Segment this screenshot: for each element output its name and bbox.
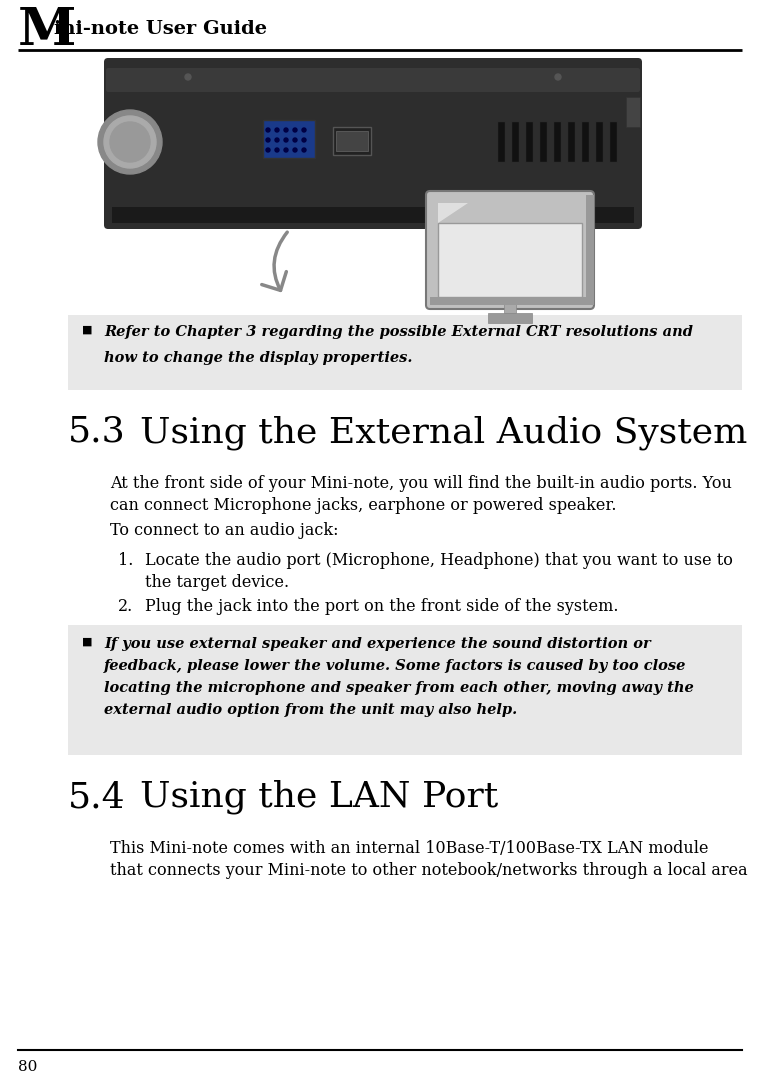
Bar (512, 122, 519, 162)
Text: Using the External Audio System: Using the External Audio System (140, 415, 747, 450)
Bar (540, 122, 547, 162)
Bar (498, 122, 505, 162)
Text: how to change the display properties.: how to change the display properties. (104, 351, 413, 365)
Circle shape (302, 138, 306, 142)
Text: Using the LAN Port: Using the LAN Port (140, 780, 499, 815)
Bar (582, 122, 589, 162)
Bar (488, 313, 532, 323)
Circle shape (266, 138, 270, 142)
Text: Locate the audio port (Microphone, Headphone) that you want to use to: Locate the audio port (Microphone, Headp… (145, 552, 733, 569)
Text: This Mini-note comes with an internal 10Base-T/100Base-TX LAN module: This Mini-note comes with an internal 10… (110, 839, 708, 857)
Bar (438, 223, 582, 297)
Text: locating the microphone and speaker from each other, moving away the: locating the microphone and speaker from… (104, 681, 694, 695)
Text: Refer to Chapter 3 regarding the possible External CRT resolutions and: Refer to Chapter 3 regarding the possibl… (104, 325, 693, 339)
Circle shape (302, 148, 306, 152)
Text: At the front side of your Mini-note, you will find the built-in audio ports. You: At the front side of your Mini-note, you… (110, 475, 732, 492)
FancyBboxPatch shape (106, 68, 640, 92)
Bar (430, 297, 590, 305)
FancyBboxPatch shape (426, 191, 594, 309)
Text: external audio option from the unit may also help.: external audio option from the unit may … (104, 704, 518, 718)
Text: that connects your Mini-note to other notebook/networks through a local area: that connects your Mini-note to other no… (110, 862, 748, 879)
Bar (586, 195, 594, 305)
FancyArrowPatch shape (261, 232, 287, 290)
Bar (68, 315, 742, 390)
Text: If you use external speaker and experience the sound distortion or: If you use external speaker and experien… (104, 637, 651, 651)
Bar (504, 303, 516, 313)
Bar (554, 122, 561, 162)
Polygon shape (438, 203, 468, 223)
Circle shape (293, 148, 297, 152)
Circle shape (266, 128, 270, 132)
Circle shape (266, 148, 270, 152)
Text: feedback, please lower the volume. Some factors is caused by too close: feedback, please lower the volume. Some … (104, 659, 686, 673)
Text: ■: ■ (82, 637, 93, 647)
Text: 5.4: 5.4 (68, 780, 125, 814)
Bar (333, 127, 371, 155)
Text: To connect to an audio jack:: To connect to an audio jack: (110, 522, 338, 540)
Circle shape (185, 74, 191, 80)
Circle shape (293, 128, 297, 132)
Text: 80: 80 (18, 1060, 37, 1074)
Text: 2.: 2. (118, 598, 133, 615)
Circle shape (284, 138, 288, 142)
Text: the target device.: the target device. (145, 574, 289, 591)
Bar (568, 122, 575, 162)
Circle shape (284, 148, 288, 152)
Bar (526, 122, 533, 162)
Text: can connect Microphone jacks, earphone or powered speaker.: can connect Microphone jacks, earphone o… (110, 497, 616, 514)
Text: ini-note User Guide: ini-note User Guide (54, 21, 267, 38)
Text: ■: ■ (82, 325, 93, 334)
Circle shape (275, 138, 279, 142)
Text: M: M (18, 5, 77, 56)
FancyBboxPatch shape (104, 58, 642, 229)
Bar (626, 97, 640, 127)
Circle shape (302, 128, 306, 132)
Text: Plug the jack into the port on the front side of the system.: Plug the jack into the port on the front… (145, 598, 619, 615)
Bar (610, 122, 617, 162)
Circle shape (110, 122, 150, 162)
Circle shape (555, 74, 561, 80)
Bar (112, 207, 634, 223)
Bar (336, 131, 368, 151)
Circle shape (98, 110, 162, 174)
Text: 1.: 1. (118, 552, 133, 569)
Circle shape (104, 117, 156, 168)
Bar (68, 625, 742, 755)
Text: 5.3: 5.3 (68, 415, 125, 449)
Circle shape (293, 138, 297, 142)
Bar (596, 122, 603, 162)
Bar (263, 120, 315, 158)
Circle shape (275, 128, 279, 132)
Circle shape (275, 148, 279, 152)
Circle shape (284, 128, 288, 132)
